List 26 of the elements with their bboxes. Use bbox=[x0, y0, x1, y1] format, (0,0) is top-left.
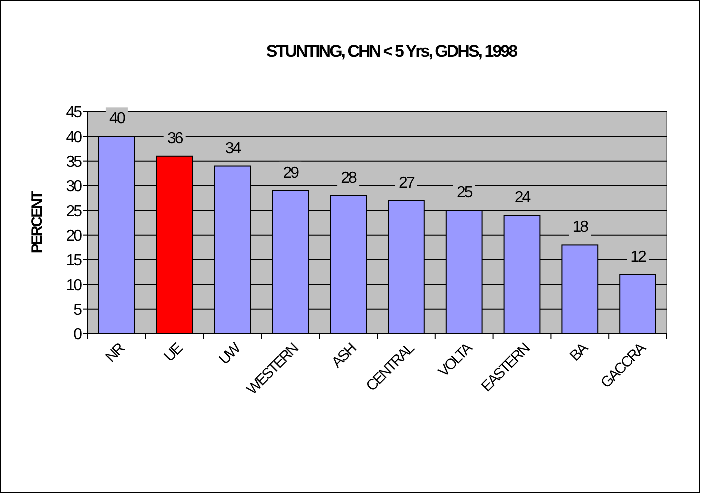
data-label: 34 bbox=[225, 140, 242, 158]
y-tick-label: 35 bbox=[66, 154, 83, 171]
data-label: 25 bbox=[456, 184, 474, 202]
x-tick-label: UW bbox=[216, 339, 246, 368]
data-label: 18 bbox=[572, 219, 590, 236]
y-axis-title: PERCENT bbox=[29, 191, 46, 254]
data-label: 29 bbox=[283, 164, 300, 182]
data-label: 24 bbox=[514, 190, 532, 207]
y-tick-label: 40 bbox=[66, 129, 83, 146]
data-label: 12 bbox=[630, 248, 648, 266]
y-tick-label: 25 bbox=[66, 203, 83, 220]
data-label: 28 bbox=[341, 170, 358, 187]
data-label: 27 bbox=[399, 174, 416, 192]
y-tick-label: 30 bbox=[66, 178, 83, 196]
data-label: 36 bbox=[167, 130, 184, 148]
y-tick-label: 20 bbox=[66, 228, 83, 245]
x-tick-label: BA bbox=[566, 340, 592, 365]
x-tick-label: UE bbox=[161, 340, 187, 366]
y-tick-label: 0 bbox=[74, 326, 83, 344]
x-tick-label: NR bbox=[102, 340, 129, 366]
data-label: 40 bbox=[110, 110, 126, 128]
y-tick-label: 5 bbox=[74, 302, 83, 319]
chart-title: STUNTING, CHN < 5 Yrs, GDHS, 1998 bbox=[266, 42, 518, 61]
y-tick-label: 10 bbox=[66, 277, 83, 294]
y-tick-label: 15 bbox=[66, 252, 83, 270]
y-tick-label: 45 bbox=[66, 104, 83, 122]
